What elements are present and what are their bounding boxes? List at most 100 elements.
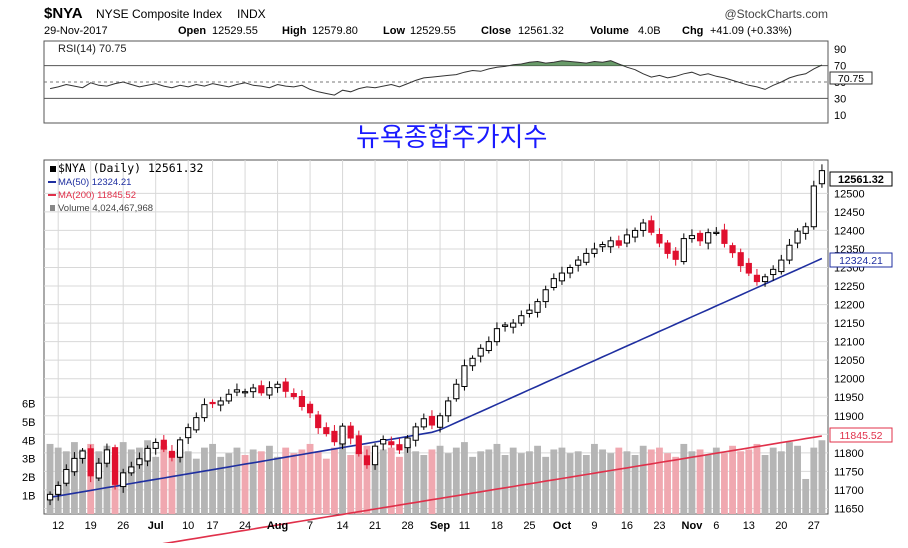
volume-bar (152, 456, 160, 514)
candle-body (818, 170, 826, 185)
candle-body (282, 381, 289, 392)
volume-bar (79, 449, 86, 514)
price-tick-label: 12250 (834, 281, 865, 293)
volume-bar (721, 453, 728, 514)
volume-bar (54, 447, 62, 514)
candle-body (266, 387, 273, 396)
candle-body (721, 229, 728, 244)
high-value: 12579.80 (312, 25, 358, 37)
volume-bar (582, 455, 590, 514)
candle-body (786, 244, 793, 261)
chg-label: Chg (682, 25, 703, 37)
volume-bar (144, 440, 151, 514)
volume-bar (696, 449, 704, 514)
candle-body (306, 403, 314, 414)
candle-body (428, 416, 436, 426)
price-tick-label: 11650 (834, 503, 864, 515)
ma200-value-label: 11845.52 (839, 430, 882, 442)
legend-ma50: MA(50) 12324.21 (58, 177, 131, 188)
candle-body (420, 418, 427, 428)
volume-bar (810, 447, 818, 514)
volume-bar (794, 445, 801, 514)
candle-body (144, 447, 151, 462)
candle-body (185, 427, 192, 439)
volume-bar (672, 456, 680, 514)
volume-tick-label: 2B (22, 472, 35, 484)
candle-body (201, 404, 208, 419)
candle-body (599, 244, 606, 248)
close-label: Close (481, 25, 511, 37)
candle-body (380, 438, 387, 445)
candle-body (274, 383, 281, 389)
volume-bar (729, 445, 736, 514)
candle-body (225, 393, 232, 402)
volume-value: 4.0B (638, 25, 661, 37)
low-label: Low (383, 25, 405, 37)
volume-bar (331, 447, 338, 514)
volume-bar (509, 447, 517, 514)
volume-bar (477, 451, 485, 514)
candle-body (160, 439, 167, 450)
volume-bar (241, 455, 249, 514)
price-tick-labels: 1165011700117501180011850119001195012000… (834, 188, 865, 515)
candle-body (534, 301, 541, 313)
candle-body (347, 425, 354, 439)
volume-bar (127, 449, 135, 514)
volume-bar (355, 451, 363, 514)
candle-body (120, 472, 127, 488)
candle-body (770, 268, 777, 276)
volume-bar (160, 445, 168, 514)
volume-tick-label: 4B (22, 435, 35, 447)
candle-body (209, 401, 216, 405)
candle-body (510, 322, 517, 328)
candle-body (688, 235, 696, 240)
candle-body (566, 266, 574, 274)
candle-body (696, 232, 704, 242)
candle-body (607, 240, 614, 248)
volume-bar (501, 455, 509, 514)
candle-body (388, 441, 395, 446)
volume-bar (485, 449, 493, 514)
date-tick-label: 23 (653, 520, 665, 532)
candles (46, 164, 826, 506)
candle-body (542, 289, 549, 303)
volume-tick-label: 3B (22, 454, 35, 466)
candle-body (526, 309, 533, 314)
volume-bar (452, 447, 460, 514)
chart-date: 29-Nov-2017 (44, 25, 108, 37)
volume-bar (387, 447, 395, 514)
volume-bar (599, 449, 606, 514)
volume-bar (306, 443, 314, 514)
ma200-value-box (829, 427, 893, 443)
volume-tick-label: 1B (22, 491, 35, 503)
candle-body (412, 426, 419, 441)
candle-body (631, 229, 639, 238)
ma50-value-box (829, 252, 893, 268)
date-tick-label: 12 (52, 520, 64, 532)
volume-bar (664, 453, 671, 514)
candle-body (461, 365, 468, 387)
price-tick-label: 12050 (834, 355, 865, 367)
volume-bar (656, 447, 663, 514)
exchange-code: INDX (237, 7, 266, 21)
ma200-path (131, 435, 823, 548)
volume-bar (574, 451, 582, 514)
date-tick-label: 27 (808, 520, 820, 532)
date-tick-label: Nov (682, 520, 704, 532)
ma200-line (131, 435, 823, 548)
volume-tick-labels: 1B 2B 3B 4B 5B 6B (22, 398, 35, 502)
candle-body (396, 444, 403, 451)
volume-bar (225, 453, 233, 514)
candle-body (778, 259, 785, 273)
candle-body (128, 466, 135, 474)
candle-body (672, 250, 679, 260)
ma50-value-label: 12324.21 (839, 255, 883, 267)
candle-body (729, 245, 736, 254)
candle-body (713, 231, 720, 234)
rsi-series (49, 60, 823, 96)
candle-body (550, 278, 557, 289)
date-tick-label: Aug (267, 520, 288, 532)
candle-body (258, 385, 265, 394)
